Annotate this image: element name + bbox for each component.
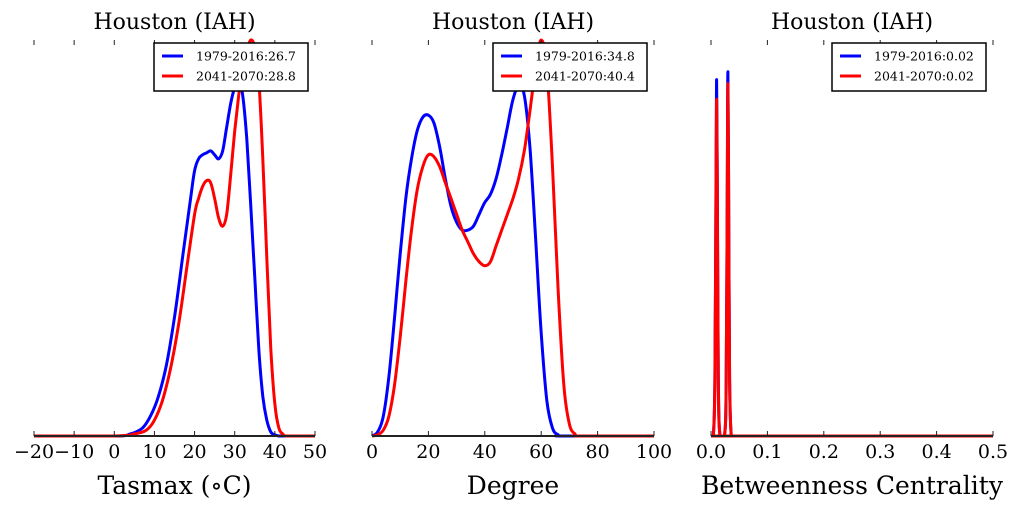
subplot-1: Houston (IAH) −20 −10 0 10 20 30 40 50 Tasmax (∘C… bbox=[14, 10, 327, 500]
x-tick-label: 40 bbox=[263, 441, 287, 463]
x-axis-label: Tasmax (∘C) bbox=[97, 471, 251, 500]
x-axis-label: Betweenness Centrality bbox=[701, 471, 1004, 500]
legend: 1979-2016:26.7 2041-2070:28.8 bbox=[153, 42, 309, 92]
legend-box bbox=[153, 42, 309, 92]
legend-box bbox=[831, 42, 987, 92]
legend-box bbox=[492, 42, 648, 92]
x-tick-label: 0.2 bbox=[809, 441, 839, 463]
x-tick-label: 0 bbox=[108, 441, 120, 463]
legend: 1979-2016:34.8 2041-2070:40.4 bbox=[492, 42, 648, 92]
x-tick-label: 10 bbox=[142, 441, 166, 463]
legend-entry: 2041-2070:28.8 bbox=[196, 69, 296, 84]
legend-entry: 1979-2016:34.8 bbox=[535, 49, 635, 64]
x-tick-label: 80 bbox=[586, 441, 610, 463]
x-tick-label: −10 bbox=[54, 441, 94, 463]
subplot-2: Houston (IAH) 0 20 40 60 80 100 Degree 1979-2016… bbox=[366, 10, 672, 500]
x-tick-label: 60 bbox=[529, 441, 553, 463]
x-tick-label: 20 bbox=[182, 441, 206, 463]
legend-entry: 1979-2016:0.02 bbox=[874, 49, 974, 64]
x-tick-label: −20 bbox=[14, 441, 54, 463]
x-tick-label: 40 bbox=[473, 441, 497, 463]
x-tick-label: 0.4 bbox=[921, 441, 951, 463]
legend-entry: 1979-2016:26.7 bbox=[196, 49, 296, 64]
x-tick-label: 100 bbox=[636, 441, 672, 463]
legend: 1979-2016:0.02 2041-2070:0.02 bbox=[831, 42, 987, 92]
x-tick-label: 0.3 bbox=[865, 441, 895, 463]
chart-title: Houston (IAH) bbox=[432, 10, 594, 35]
subplot-3: Houston (IAH) 0.0 0.1 0.2 0.3 0.4 0.5 Betweenne… bbox=[696, 10, 1008, 500]
x-tick-label: 50 bbox=[303, 441, 327, 463]
series-line-historical bbox=[711, 70, 993, 438]
legend-entry: 2041-2070:40.4 bbox=[535, 69, 635, 84]
series-line-future bbox=[711, 82, 993, 438]
series-line-future bbox=[34, 38, 315, 438]
x-tick-label: 0.1 bbox=[752, 441, 782, 463]
x-tick-label: 0 bbox=[366, 441, 378, 463]
chart-title: Houston (IAH) bbox=[771, 10, 933, 35]
x-tick-label: 20 bbox=[416, 441, 440, 463]
x-axis-label: Degree bbox=[467, 471, 559, 500]
x-tick-label: 0.5 bbox=[978, 441, 1008, 463]
x-tick-label: 0.0 bbox=[696, 441, 726, 463]
series-line-future bbox=[371, 38, 654, 438]
chart-title: Houston (IAH) bbox=[93, 10, 255, 35]
x-tick-label: 30 bbox=[223, 441, 247, 463]
series-line-historical bbox=[34, 77, 315, 438]
legend-entry: 2041-2070:0.02 bbox=[874, 69, 974, 84]
series-line-historical bbox=[371, 83, 654, 438]
